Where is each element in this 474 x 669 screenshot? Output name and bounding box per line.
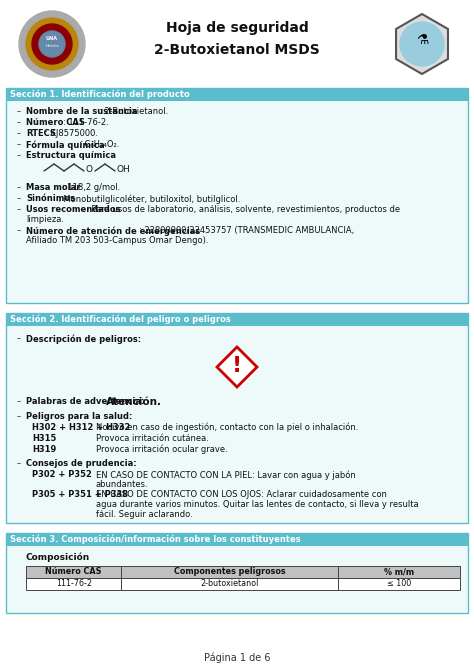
Text: !: !: [232, 356, 242, 376]
Text: Número CAS: Número CAS: [46, 567, 102, 577]
Text: Número de atención de emergencias: Número de atención de emergencias: [26, 226, 200, 235]
Bar: [26, 566, 121, 578]
Text: OH: OH: [117, 165, 131, 173]
Text: agua durante varios minutos. Quitar las lentes de contacto, si lleva y resulta: agua durante varios minutos. Quitar las …: [96, 500, 419, 509]
Text: Sección 2. Identificación del peligro o peligros: Sección 2. Identificación del peligro o …: [10, 314, 231, 324]
Text: Sección 1. Identificación del producto: Sección 1. Identificación del producto: [10, 90, 190, 99]
Text: Composición: Composición: [26, 553, 90, 563]
Text: Usos recomendados: Usos recomendados: [26, 205, 120, 214]
Text: : Para usos de laboratorio, análisis, solvente, revestimientos, productos de: : Para usos de laboratorio, análisis, so…: [86, 205, 400, 214]
Circle shape: [32, 24, 72, 64]
Text: Número CAS: Número CAS: [26, 118, 85, 127]
Text: Página 1 de 6: Página 1 de 6: [204, 653, 270, 663]
Text: ≤ 100: ≤ 100: [387, 579, 411, 589]
Text: Componentes peligrosos: Componentes peligrosos: [174, 567, 286, 577]
Text: –: –: [17, 129, 21, 138]
Text: Sinónimos: Sinónimos: [26, 194, 75, 203]
Circle shape: [26, 18, 78, 70]
Text: H302 + H312 + H332: H302 + H312 + H332: [32, 423, 130, 432]
Text: % m/m: % m/m: [384, 567, 414, 577]
Bar: [6, 313, 468, 523]
Bar: [121, 578, 338, 590]
Text: Atención.: Atención.: [106, 397, 162, 407]
Text: Provoca irritación cutánea.: Provoca irritación cutánea.: [96, 434, 209, 443]
Text: 2-Butoxietanol MSDS: 2-Butoxietanol MSDS: [154, 43, 320, 57]
Text: EN CASO DE CONTACTO CON LOS OJOS: Aclarar cuidadosamente con: EN CASO DE CONTACTO CON LOS OJOS: Aclara…: [96, 490, 387, 499]
Text: :: :: [88, 151, 91, 160]
Bar: [338, 566, 460, 578]
Bar: [121, 566, 338, 578]
Text: abundantes.: abundantes.: [96, 480, 149, 489]
Circle shape: [400, 22, 444, 66]
Bar: [6, 533, 468, 546]
Text: EN CASO DE CONTACTO CON LA PIEL: Lavar con agua y jabón: EN CASO DE CONTACTO CON LA PIEL: Lavar c…: [96, 470, 356, 480]
Text: H315: H315: [32, 434, 56, 443]
Text: UNA: UNA: [46, 37, 58, 41]
Circle shape: [19, 11, 85, 77]
Text: –: –: [17, 334, 21, 343]
Text: –: –: [17, 151, 21, 160]
Text: Afiliado TM 203 503-Campus Omar Dengo).: Afiliado TM 203 503-Campus Omar Dengo).: [26, 236, 209, 245]
Text: –: –: [17, 107, 21, 116]
Text: Palabras de advertencia:: Palabras de advertencia:: [26, 397, 145, 406]
Text: : 22800900/22453757 (TRANSMEDIC AMBULANCIA,: : 22800900/22453757 (TRANSMEDIC AMBULANC…: [139, 226, 354, 235]
Text: –: –: [17, 205, 21, 214]
Polygon shape: [217, 347, 257, 387]
Text: –: –: [17, 397, 21, 406]
Bar: [6, 313, 468, 326]
Text: fácil. Seguir aclarando.: fácil. Seguir aclarando.: [96, 510, 193, 519]
Bar: [6, 88, 468, 303]
Text: 111-76-2: 111-76-2: [56, 579, 92, 589]
Text: Provoca irritación ocular grave.: Provoca irritación ocular grave.: [96, 445, 228, 454]
Text: : KJ8575000.: : KJ8575000.: [45, 129, 98, 138]
Text: –: –: [17, 140, 21, 149]
Text: –: –: [17, 226, 21, 235]
Circle shape: [39, 31, 65, 57]
Text: : 118,2 g/mol.: : 118,2 g/mol.: [62, 183, 120, 192]
Text: ⚗: ⚗: [416, 33, 428, 47]
Text: P302 + P352: P302 + P352: [32, 470, 92, 479]
Text: limpieza.: limpieza.: [26, 215, 64, 224]
Text: Descripción de peligros:: Descripción de peligros:: [26, 334, 141, 343]
Text: : C₆H₁₄O₂.: : C₆H₁₄O₂.: [79, 140, 119, 149]
Text: Heredia: Heredia: [45, 44, 59, 48]
Text: P305 + P351 + P338: P305 + P351 + P338: [32, 490, 128, 499]
Text: H319: H319: [32, 445, 56, 454]
Text: Estructura química: Estructura química: [26, 151, 116, 160]
Text: 2-butoxietanol: 2-butoxietanol: [201, 579, 259, 589]
Text: Sección 3. Composición/información sobre los constituyentes: Sección 3. Composición/información sobre…: [10, 535, 301, 545]
Bar: [6, 88, 468, 101]
Text: –: –: [17, 118, 21, 127]
Text: –: –: [17, 183, 21, 192]
Text: Peligros para la salud:: Peligros para la salud:: [26, 412, 132, 421]
Text: : Monobutilglicoléter, butiloxitol, butilglicol.: : Monobutilglicoléter, butiloxitol, buti…: [58, 194, 240, 203]
Text: : 111-76-2.: : 111-76-2.: [63, 118, 109, 127]
Text: O: O: [86, 165, 93, 173]
Text: Nombre de la sustancia: Nombre de la sustancia: [26, 107, 137, 116]
Text: RTECS: RTECS: [26, 129, 56, 138]
Text: : 2-Butoxietanol.: : 2-Butoxietanol.: [99, 107, 168, 116]
Text: Hoja de seguridad: Hoja de seguridad: [165, 21, 309, 35]
Text: –: –: [17, 412, 21, 421]
Polygon shape: [396, 14, 448, 74]
Bar: [26, 578, 121, 590]
Text: Consejos de prudencia:: Consejos de prudencia:: [26, 459, 137, 468]
Text: –: –: [17, 459, 21, 468]
Bar: [6, 533, 468, 613]
Text: Fórmula química: Fórmula química: [26, 140, 105, 149]
Text: Nocivo en caso de ingestión, contacto con la piel o inhalación.: Nocivo en caso de ingestión, contacto co…: [96, 423, 358, 432]
Text: Masa molar: Masa molar: [26, 183, 81, 192]
Bar: [338, 578, 460, 590]
Text: –: –: [17, 194, 21, 203]
